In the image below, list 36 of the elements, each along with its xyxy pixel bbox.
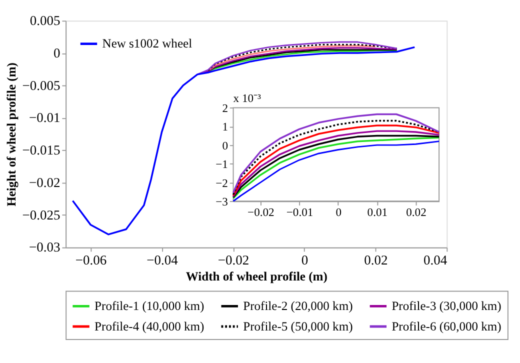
y-tick-label: −0.02 (29, 174, 60, 190)
legend-label: Profile-1 (10,000 km) (94, 299, 204, 314)
legend-label: Profile-4 (40,000 km) (94, 319, 204, 334)
legend-label: Profile-2 (20,000 km) (243, 299, 353, 314)
y-tick-label: 2 (222, 102, 228, 116)
y-tick-label: 1 (222, 120, 228, 134)
y-tick-label: −0.01 (29, 110, 60, 126)
annotation: x 10⁻³ (233, 92, 262, 105)
x-tick-label: −0.06 (75, 252, 107, 268)
y-tick-label: 0 (54, 45, 61, 60)
x-tick-label: 0.02 (364, 252, 388, 268)
x-axis-title: Width of wheel profile (m) (186, 270, 328, 284)
y-axis-title: Height of wheel profile (m) (4, 62, 19, 206)
legend-label: New s1002 wheel (102, 36, 193, 51)
x-tick-label: 0.04 (424, 252, 448, 268)
x-tick-label: −0.04 (146, 252, 178, 268)
legend-label: Profile-3 (30,000 km) (392, 299, 502, 314)
y-tick-label: −0.005 (22, 78, 61, 93)
y-tick-label: −0.015 (22, 142, 61, 158)
x-tick-label: 0 (301, 252, 308, 268)
y-tick-label: −0.03 (29, 240, 61, 255)
x-tick-label: 0 (336, 206, 342, 220)
y-tick-label: −1 (216, 158, 228, 172)
line-series (196, 41, 398, 76)
legend-label: Profile-5 (50,000 km) (243, 319, 353, 334)
y-tick-label: 0 (222, 139, 228, 152)
x-tick-label: −0.01 (286, 206, 314, 220)
x-tick-label: −0.02 (248, 206, 275, 220)
y-tick-label: 0.005 (30, 13, 61, 28)
line-series (207, 45, 376, 72)
y-tick-label: −3 (216, 195, 228, 208)
y-tick-label: −2 (216, 176, 228, 190)
x-tick-label: 0.01 (367, 206, 388, 220)
legend-label: Profile-6 (60,000 km) (392, 319, 502, 334)
y-tick-label: −0.025 (22, 207, 61, 222)
x-tick-label: 0.02 (406, 206, 427, 220)
